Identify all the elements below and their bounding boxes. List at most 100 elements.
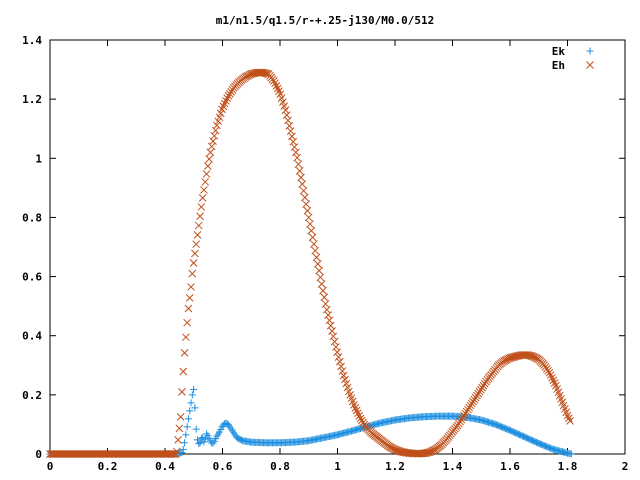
data-point [567, 450, 575, 458]
data-point [312, 253, 321, 262]
data-point [203, 430, 211, 438]
data-point [272, 81, 281, 90]
data-point [308, 233, 317, 242]
x-tick-label: 1.6 [500, 460, 520, 473]
data-point [330, 337, 339, 346]
data-point [196, 212, 204, 221]
data-point [202, 170, 211, 178]
y-tick-label: 1.2 [22, 93, 42, 106]
data-point [307, 226, 316, 235]
data-point [301, 193, 309, 202]
data-point [281, 106, 290, 114]
data-point [550, 379, 559, 387]
data-point [219, 102, 228, 111]
data-point [289, 137, 298, 146]
data-point [316, 273, 325, 282]
data-point [211, 126, 220, 135]
data-point [191, 249, 199, 258]
data-point [548, 373, 556, 382]
series-eh [46, 68, 574, 458]
data-point [201, 435, 209, 443]
data-point [271, 79, 279, 88]
data-point [183, 423, 191, 431]
x-tick-label: 1 [334, 460, 341, 473]
data-point [304, 213, 313, 222]
data-point [205, 155, 213, 163]
data-point [299, 186, 308, 195]
data-point [297, 173, 305, 182]
data-point [325, 316, 334, 325]
data-point [176, 412, 185, 421]
data-point [528, 352, 537, 361]
y-tick-label: 1 [35, 152, 42, 165]
data-point [273, 84, 282, 93]
data-point [203, 162, 212, 170]
data-point [306, 220, 314, 228]
data-point [194, 221, 203, 230]
data-point [175, 424, 184, 433]
data-point [425, 448, 433, 457]
data-point [563, 411, 572, 420]
legend-marker [586, 61, 594, 69]
data-point [326, 321, 335, 330]
data-point [282, 111, 291, 119]
data-point [303, 206, 312, 215]
data-point [167, 450, 176, 458]
data-point [295, 167, 304, 175]
data-point [313, 260, 322, 268]
data-point [329, 332, 338, 341]
data-point [184, 304, 193, 313]
data-point [355, 411, 364, 420]
data-point [222, 97, 230, 105]
data-point [207, 142, 216, 151]
data-point [181, 439, 189, 447]
data-point [186, 407, 194, 415]
legend-marker [586, 47, 594, 55]
data-point [321, 300, 330, 308]
data-point [333, 348, 342, 357]
data-point [546, 371, 555, 379]
y-tick-label: 0 [35, 448, 42, 461]
data-point [288, 132, 296, 141]
data-point [198, 194, 207, 202]
data-point [191, 404, 199, 412]
data-point [223, 94, 232, 103]
data-point [332, 343, 340, 351]
data-point [284, 116, 292, 125]
data-point [286, 127, 295, 135]
data-point [197, 434, 205, 442]
data-point [210, 131, 219, 140]
x-tick-label: 0.6 [213, 460, 233, 473]
data-point [209, 137, 217, 145]
data-point [187, 399, 195, 407]
y-tick-label: 0.8 [22, 211, 42, 224]
data-point [190, 386, 198, 394]
data-point [193, 231, 202, 239]
data-point [324, 311, 333, 319]
data-point [178, 388, 186, 396]
data-point [196, 439, 204, 447]
data-point [291, 148, 300, 157]
y-tick-label: 1.4 [22, 34, 42, 47]
data-point [188, 391, 196, 399]
data-point [294, 160, 303, 169]
data-point [180, 349, 189, 357]
x-tick-label: 0 [47, 460, 54, 473]
data-point [328, 327, 336, 335]
data-point [334, 353, 343, 361]
data-point [181, 333, 190, 342]
data-point [338, 367, 347, 375]
data-point [188, 269, 197, 278]
data-point [179, 367, 188, 376]
data-point [192, 240, 201, 249]
series-layer [46, 68, 575, 458]
data-point [290, 143, 299, 151]
data-point [172, 447, 181, 456]
data-point [337, 362, 345, 371]
data-point [566, 417, 574, 425]
data-point [298, 180, 307, 189]
legend-label: Eh [552, 59, 565, 72]
data-point [262, 69, 270, 78]
data-point [352, 406, 361, 415]
